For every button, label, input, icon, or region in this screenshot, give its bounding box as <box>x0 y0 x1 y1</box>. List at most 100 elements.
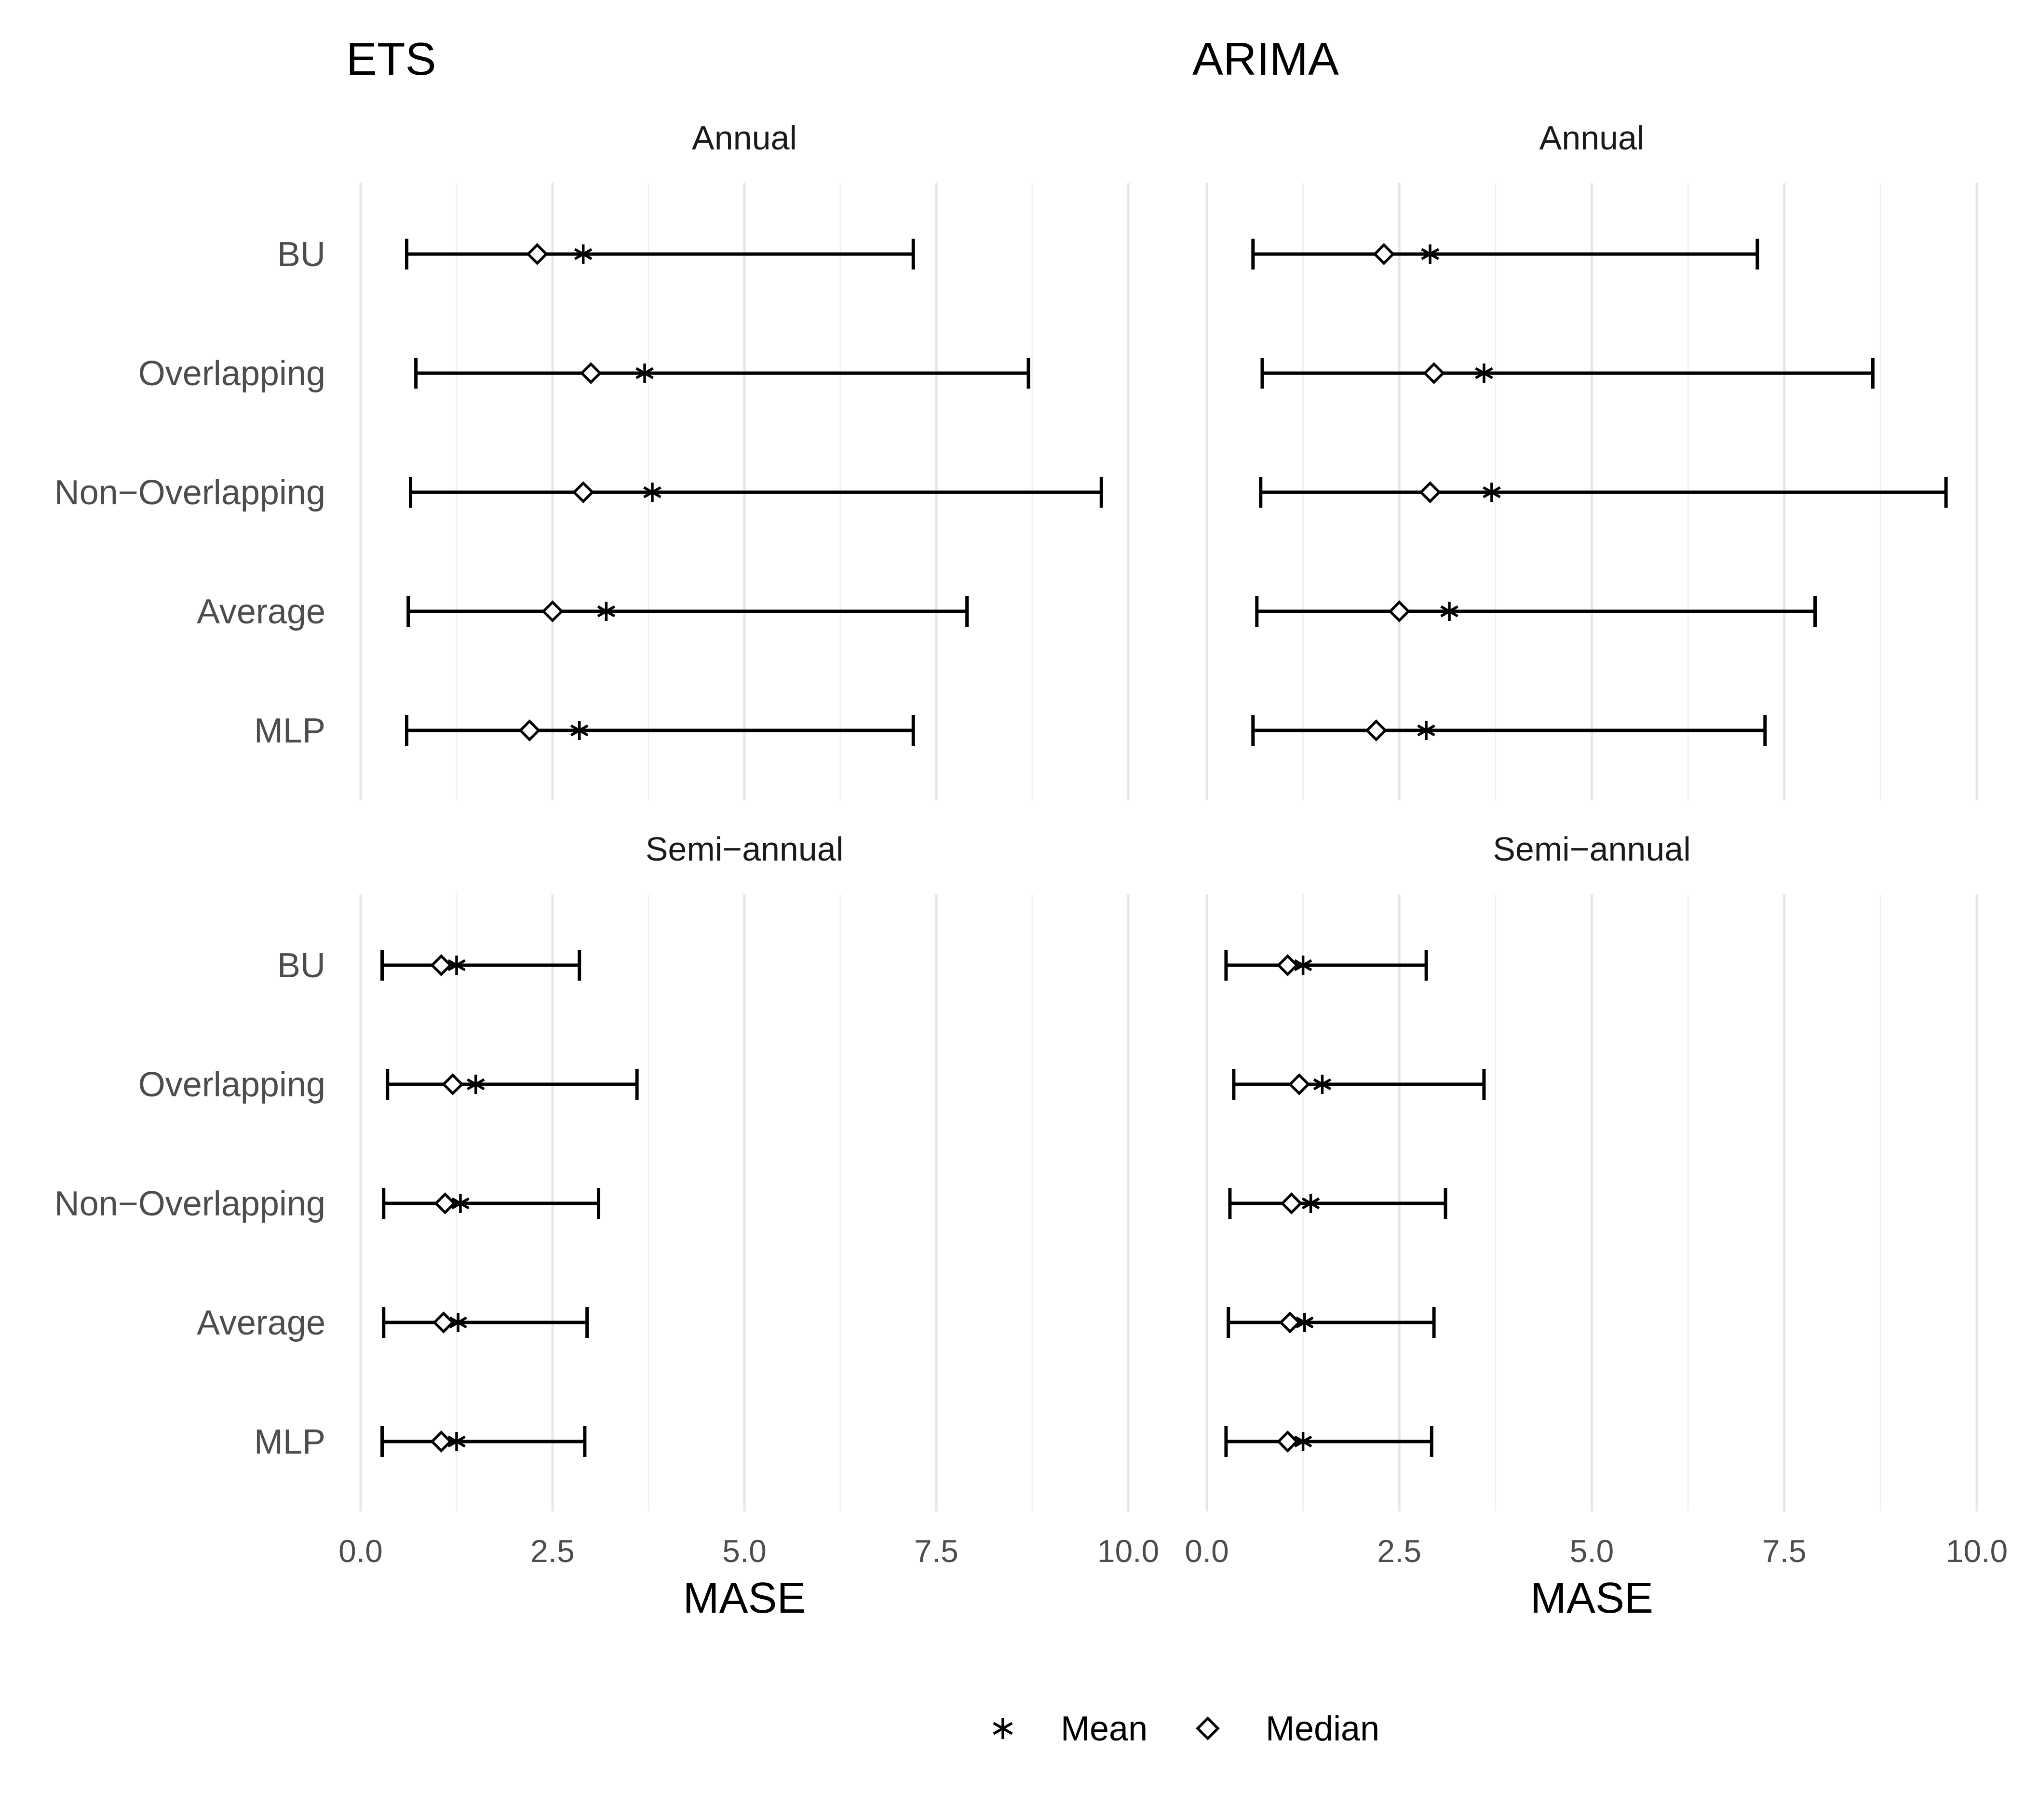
panel-1: ARIMA Annual Semi−annual 0.0 2.5 5.0 7.5 10.0 MA… <box>1185 33 2008 1622</box>
y-tick-label: MLP <box>254 1423 325 1461</box>
median-marker <box>580 362 602 384</box>
panel-0: ETS Annual Semi−annual 0.0 2.5 5.0 7.5 10.0 MASE <box>338 33 1159 1622</box>
legend-entry: Median <box>1196 1710 1379 1748</box>
median-marker <box>430 954 453 976</box>
errorbar-row <box>1224 1426 1433 1457</box>
legend: Mean Median <box>993 1710 1379 1748</box>
median-marker <box>434 1192 457 1214</box>
mean-stroke <box>1313 1078 1332 1091</box>
median-marker <box>1419 481 1442 503</box>
facet-strip-label: Semi−annual <box>646 830 844 868</box>
mean-stroke <box>1296 1316 1314 1329</box>
median-marker <box>430 1430 453 1453</box>
errorbar-row <box>1227 1307 1436 1338</box>
mean-stroke <box>1440 605 1458 618</box>
errorbar-row <box>1251 715 1767 746</box>
mean-marker <box>1421 244 1439 264</box>
facet: Semi−annual <box>1205 830 1978 1511</box>
facet-strip-label: Semi−annual <box>1493 830 1691 868</box>
errorbar-row <box>414 358 1030 389</box>
errorbar-row <box>1251 239 1759 270</box>
mean-marker <box>447 1432 466 1451</box>
facet-strip-label: Annual <box>1539 119 1645 157</box>
mean-marker <box>1294 1432 1312 1451</box>
y-tick-label: Non−Overlapping <box>54 473 325 512</box>
facet: Semi−annual <box>359 830 1130 1511</box>
mean-marker <box>467 1075 485 1094</box>
median-marker <box>1280 1192 1303 1214</box>
errorbar-row <box>382 1188 601 1219</box>
median-marker <box>526 243 549 265</box>
x-tick-label: 7.5 <box>1762 1533 1807 1569</box>
x-tick-label: 2.5 <box>1377 1533 1421 1569</box>
errorbar-row <box>380 950 581 981</box>
median-marker <box>541 600 564 622</box>
facet: Annual <box>1205 119 1978 800</box>
median-marker <box>1373 243 1395 265</box>
errorbar-row <box>386 1069 639 1100</box>
x-tick-label: 0.0 <box>1185 1533 1229 1569</box>
median-marker <box>1279 1311 1301 1334</box>
y-tick-label: Overlapping <box>138 1065 325 1104</box>
mean-marker <box>1440 602 1458 621</box>
mean-stroke <box>597 605 616 618</box>
median-marker <box>518 719 541 741</box>
errorbar-row <box>382 1307 589 1338</box>
mean-stroke <box>447 1435 466 1448</box>
legend-mean-key <box>993 1718 1013 1739</box>
x-tick-label: 5.0 <box>1570 1533 1614 1569</box>
mean-stroke <box>993 1722 1013 1735</box>
legend-label: Mean <box>1061 1710 1148 1748</box>
mean-stroke <box>643 486 662 499</box>
mean-marker <box>1294 956 1312 975</box>
panel-title: ETS <box>346 33 436 85</box>
x-tick-label: 10.0 <box>1946 1533 2008 1569</box>
mean-marker <box>1417 721 1435 740</box>
x-axis-label: MASE <box>1530 1574 1653 1622</box>
mean-marker <box>1296 1313 1314 1332</box>
errorbar-row <box>1260 358 1875 389</box>
mean-stroke <box>1294 959 1312 971</box>
mean-marker <box>449 1313 467 1332</box>
y-tick-label: Average <box>197 1304 325 1342</box>
errorbar-row <box>1224 950 1428 981</box>
mean-stroke <box>1483 486 1501 499</box>
mean-marker <box>635 364 654 383</box>
mean-marker <box>451 1194 470 1213</box>
legend-label: Median <box>1266 1710 1379 1748</box>
errorbar-row <box>408 477 1103 508</box>
legend-median-key <box>1196 1716 1220 1740</box>
errorbar-row <box>380 1426 587 1457</box>
median-marker <box>572 481 594 503</box>
median-marker <box>432 1311 455 1334</box>
mean-stroke <box>447 959 466 971</box>
mean-marker <box>570 721 589 740</box>
errorbar-row <box>405 239 915 270</box>
mean-stroke <box>451 1197 470 1210</box>
facet-strip-label: Annual <box>692 119 797 157</box>
mean-marker <box>447 956 466 975</box>
y-tick-label: MLP <box>254 712 325 750</box>
mean-stroke <box>1294 1435 1312 1448</box>
errorbar-row <box>405 715 915 746</box>
mean-marker <box>1475 364 1493 383</box>
y-tick-label: Average <box>197 593 325 631</box>
errorbar-row <box>1232 1069 1486 1100</box>
median-marker <box>1276 954 1299 976</box>
x-tick-label: 7.5 <box>914 1533 958 1569</box>
errorbar-row <box>1259 477 1948 508</box>
x-tick-label: 0.0 <box>338 1533 383 1569</box>
errorbar-row <box>1255 596 1817 627</box>
mean-marker <box>574 244 593 264</box>
mean-stroke <box>1417 724 1435 737</box>
mean-stroke <box>574 248 593 260</box>
mean-marker <box>643 483 662 502</box>
y-tick-label: BU <box>277 946 325 985</box>
median-marker <box>1423 362 1445 384</box>
x-tick-label: 10.0 <box>1097 1533 1159 1569</box>
median-marker <box>442 1073 464 1095</box>
mean-stroke <box>1475 367 1493 379</box>
median-marker <box>1365 719 1388 741</box>
mean-stroke <box>1301 1197 1320 1210</box>
mean-marker <box>597 602 616 621</box>
